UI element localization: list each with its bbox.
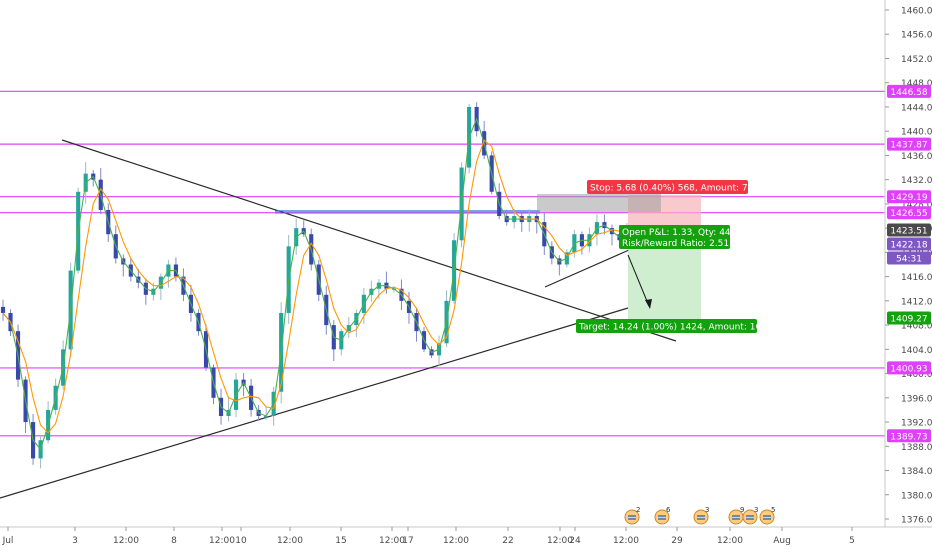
time-tick-label: 29 bbox=[671, 536, 683, 546]
price-tick-label: 1376.00 bbox=[901, 516, 932, 526]
price-tick-label: 1448.00 bbox=[901, 79, 932, 89]
price-tick-label: 1400.00 bbox=[901, 370, 932, 380]
horizontal-level-label: 1429.19 bbox=[890, 193, 927, 203]
price-tick-label: 1460.00 bbox=[901, 7, 932, 17]
time-tick-label: 17 bbox=[402, 536, 413, 546]
price-tick-label: 1404.00 bbox=[901, 346, 932, 356]
price-tick-label: 1456.00 bbox=[901, 31, 932, 41]
time-tick-label: 3 bbox=[72, 536, 78, 546]
time-tick-label: 12:00 bbox=[113, 536, 139, 546]
time-tick-label: 5 bbox=[849, 536, 855, 546]
horizontal-level-label: 1389.73 bbox=[890, 432, 927, 442]
time-tick-label: 12:00 bbox=[547, 536, 573, 546]
pnl-label-box bbox=[619, 225, 730, 249]
time-tick-label: 12:00 bbox=[277, 536, 303, 546]
flag-icon bbox=[732, 515, 740, 520]
time-tick-label: 15 bbox=[335, 536, 346, 546]
time-tick-label: 24 bbox=[569, 536, 581, 546]
horizontal-level-tag bbox=[887, 84, 931, 98]
price-tick-label: 1384.00 bbox=[901, 467, 932, 477]
price-tick-label: 1392.00 bbox=[901, 419, 932, 429]
price-tick-label: 1428.00 bbox=[901, 200, 932, 210]
price-tag-text: 54:31 bbox=[896, 255, 922, 265]
time-tick-label: 12:00 bbox=[443, 536, 469, 546]
price-tick-label: 1440.00 bbox=[901, 128, 932, 138]
price-tag-target bbox=[887, 311, 931, 325]
time-tick-label: 10 bbox=[235, 536, 247, 546]
price-tick-label: 1396.00 bbox=[901, 394, 932, 404]
event-badge-count: 9 bbox=[740, 506, 744, 514]
candle-body bbox=[0, 306, 6, 313]
highlight-box bbox=[537, 194, 661, 212]
descending-trendline[interactable] bbox=[61, 139, 677, 342]
price-tag-text: 1422.18 bbox=[890, 241, 927, 251]
event-badge-count: 3 bbox=[754, 506, 758, 514]
flag-icon bbox=[628, 515, 636, 520]
event-badge-icon[interactable] bbox=[759, 509, 775, 525]
horizontal-level-tag bbox=[887, 429, 931, 443]
event-badge-icon[interactable] bbox=[693, 509, 709, 525]
event-badge-icon[interactable] bbox=[742, 509, 758, 525]
direction-arrow bbox=[627, 254, 650, 307]
stop-label-text: Stop: 5.68 (0.40%) 568, Amount: 750.08 bbox=[590, 184, 774, 194]
price-tick-label: 1380.00 bbox=[901, 491, 932, 501]
pnl-label-text: Open P&L: 1.33, Qty: 44 bbox=[622, 228, 731, 238]
short-trendline[interactable] bbox=[544, 249, 630, 288]
time-tick-label: Jul bbox=[2, 536, 14, 546]
horizontal-level-label: 1400.93 bbox=[890, 364, 927, 374]
horizontal-level-tag bbox=[887, 361, 931, 375]
time-tick-label: 22 bbox=[502, 536, 513, 546]
target-label-text: Target: 14.24 (1.00%) 1424, Amount: 1626… bbox=[578, 323, 787, 333]
time-tick-label: 8 bbox=[171, 536, 177, 546]
horizontal-level-tag bbox=[887, 206, 931, 220]
flag-icon bbox=[697, 515, 705, 520]
event-badge-count: 5 bbox=[771, 506, 775, 514]
event-badge-count: 2 bbox=[636, 506, 640, 514]
stop-label-box bbox=[587, 180, 748, 194]
time-tick-label: 12:00 bbox=[717, 536, 743, 546]
direction-arrow-head bbox=[645, 299, 652, 309]
ascending-trendline[interactable] bbox=[0, 307, 629, 499]
price-tick-label: 1432.00 bbox=[901, 176, 932, 186]
time-tick-label: Aug bbox=[773, 536, 791, 546]
price-tick-label: 1436.00 bbox=[901, 152, 932, 162]
time-tick-label: 12:00 bbox=[613, 536, 639, 546]
horizontal-level-label: 1437.87 bbox=[890, 141, 927, 151]
event-badge-count: 6 bbox=[666, 506, 671, 514]
price-tag-countdown bbox=[887, 251, 931, 265]
flag-icon bbox=[763, 515, 771, 520]
price-tick-label: 1444.00 bbox=[901, 103, 932, 113]
flag-icon bbox=[658, 515, 666, 520]
event-badge-icon[interactable] bbox=[654, 509, 670, 525]
take-profit-zone bbox=[628, 239, 701, 320]
price-tag-text: 1409.27 bbox=[890, 315, 927, 325]
horizontal-level-tag bbox=[887, 190, 931, 204]
price-tick-label: 1452.00 bbox=[901, 55, 932, 65]
price-tick-label: 1408.00 bbox=[901, 322, 932, 332]
flag-icon bbox=[746, 515, 754, 520]
risk-reward-label-text: Risk/Reward Ratio: 2.51 bbox=[622, 239, 729, 249]
target-label-box bbox=[576, 319, 757, 333]
price-tick-label: 1388.00 bbox=[901, 443, 932, 453]
price-tick-label: 1416.00 bbox=[901, 273, 932, 283]
event-badge-icon[interactable] bbox=[624, 509, 640, 525]
price-tag-text: 1423.51 bbox=[890, 227, 927, 237]
time-tick-label: 12:00 bbox=[209, 536, 235, 546]
time-tick-label: 12:00 bbox=[379, 536, 405, 546]
slow-moving-average bbox=[2, 139, 628, 434]
price-tag-entry bbox=[887, 237, 931, 251]
price-tag-current-price bbox=[887, 223, 931, 237]
horizontal-level-label: 1426.55 bbox=[890, 209, 927, 219]
event-badge-count: 3 bbox=[705, 506, 709, 514]
horizontal-level-label: 1446.58 bbox=[890, 88, 927, 98]
price-tick-label: 1412.00 bbox=[901, 297, 932, 307]
horizontal-level-tag bbox=[887, 137, 931, 151]
